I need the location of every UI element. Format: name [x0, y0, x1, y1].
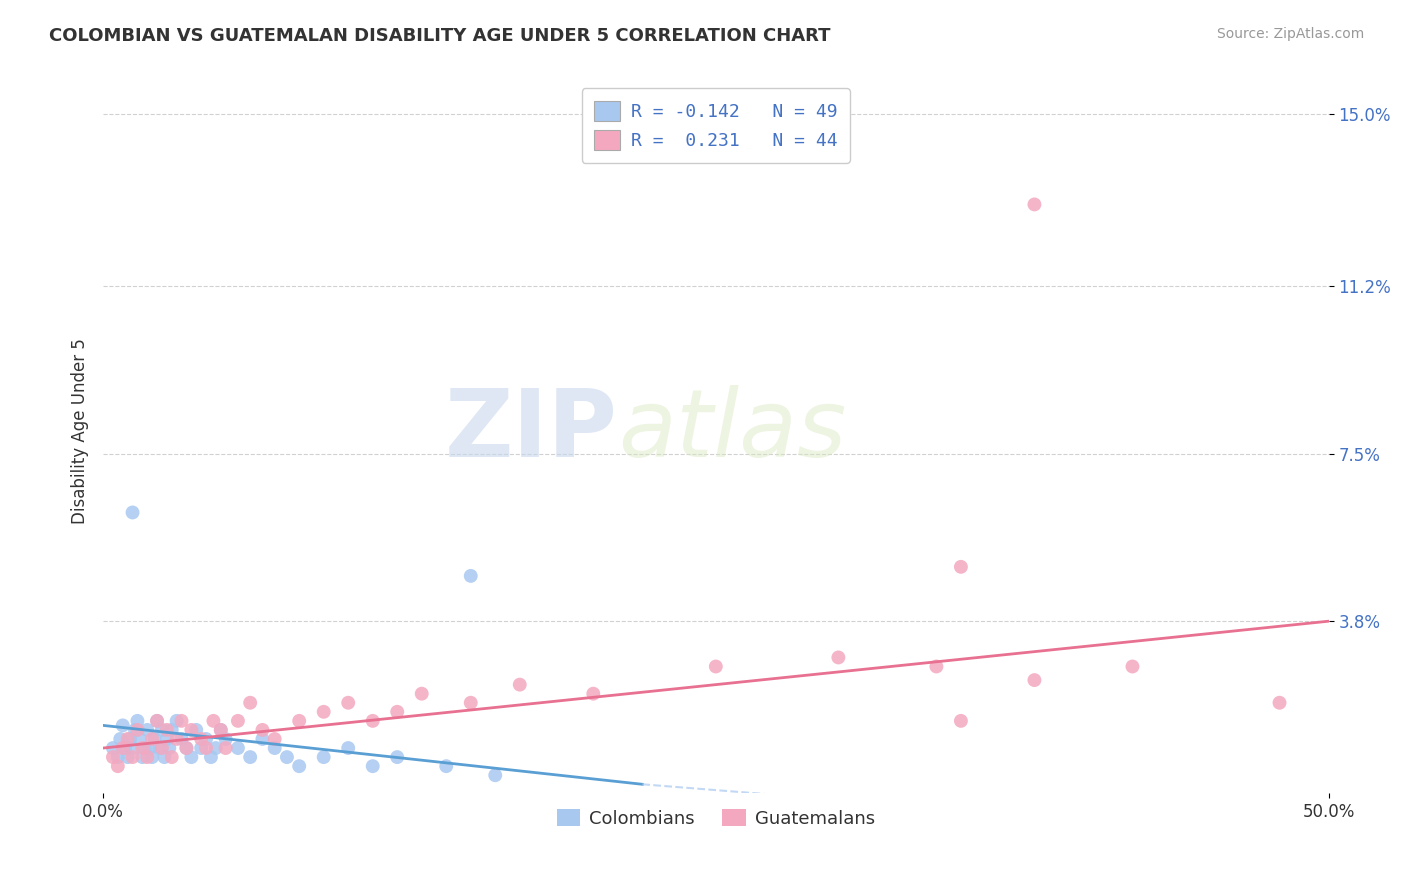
Point — [337, 741, 360, 756]
Text: atlas: atlas — [617, 385, 846, 476]
Point — [337, 696, 360, 710]
Point — [361, 759, 384, 773]
Point — [1121, 659, 1143, 673]
Point — [136, 723, 159, 737]
Point — [186, 723, 208, 737]
Point — [263, 741, 285, 756]
Text: Source: ZipAtlas.com: Source: ZipAtlas.com — [1216, 27, 1364, 41]
Point — [239, 696, 262, 710]
Point — [361, 714, 384, 728]
Point — [170, 714, 193, 728]
Point — [180, 723, 202, 737]
Point — [195, 731, 218, 746]
Point — [1024, 673, 1046, 687]
Point — [288, 714, 311, 728]
Point — [1268, 696, 1291, 710]
Point — [127, 714, 149, 728]
Point — [205, 741, 228, 756]
Point — [141, 750, 163, 764]
Text: COLOMBIAN VS GUATEMALAN DISABILITY AGE UNDER 5 CORRELATION CHART: COLOMBIAN VS GUATEMALAN DISABILITY AGE U… — [49, 27, 831, 45]
Point — [387, 705, 409, 719]
Point — [143, 731, 166, 746]
Point — [411, 687, 433, 701]
Point — [166, 731, 188, 746]
Point — [239, 750, 262, 764]
Point — [949, 559, 972, 574]
Point — [202, 714, 225, 728]
Point — [127, 723, 149, 737]
Point — [460, 696, 482, 710]
Point — [117, 750, 139, 764]
Point — [252, 731, 274, 746]
Point — [150, 741, 173, 756]
Point — [121, 741, 143, 756]
Point — [138, 741, 160, 756]
Y-axis label: Disability Age Under 5: Disability Age Under 5 — [72, 338, 89, 524]
Point — [190, 741, 212, 756]
Point — [131, 750, 153, 764]
Point — [176, 741, 198, 756]
Point — [509, 678, 531, 692]
Point — [134, 741, 156, 756]
Point — [582, 687, 605, 701]
Point — [288, 759, 311, 773]
Point — [226, 741, 249, 756]
Point — [101, 741, 124, 756]
Point — [460, 569, 482, 583]
Point — [101, 750, 124, 764]
Point — [121, 506, 143, 520]
Point — [156, 723, 179, 737]
Point — [827, 650, 849, 665]
Point — [312, 750, 335, 764]
Point — [190, 731, 212, 746]
Point — [128, 731, 150, 746]
Point — [160, 723, 183, 737]
Point — [166, 714, 188, 728]
Point — [141, 731, 163, 746]
Point — [263, 731, 285, 746]
Point — [146, 714, 169, 728]
Point — [111, 718, 134, 732]
Point — [387, 750, 409, 764]
Point — [120, 731, 142, 746]
Point — [215, 731, 238, 746]
Point — [150, 723, 173, 737]
Legend: Colombians, Guatemalans: Colombians, Guatemalans — [550, 802, 882, 835]
Point — [949, 714, 972, 728]
Point — [1024, 197, 1046, 211]
Point — [195, 741, 218, 756]
Point — [107, 759, 129, 773]
Point — [146, 714, 169, 728]
Point — [117, 731, 139, 746]
Point — [157, 741, 180, 756]
Point — [209, 723, 232, 737]
Point — [276, 750, 298, 764]
Point — [160, 750, 183, 764]
Point — [484, 768, 506, 782]
Point — [136, 750, 159, 764]
Point — [111, 741, 134, 756]
Point — [110, 731, 132, 746]
Point — [107, 750, 129, 764]
Point — [124, 723, 146, 737]
Point — [226, 714, 249, 728]
Point — [153, 750, 176, 764]
Point — [170, 731, 193, 746]
Point — [200, 750, 222, 764]
Point — [252, 723, 274, 737]
Point — [121, 750, 143, 764]
Point — [704, 659, 727, 673]
Point — [148, 741, 170, 756]
Text: ZIP: ZIP — [444, 385, 617, 477]
Point — [215, 741, 238, 756]
Point — [131, 741, 153, 756]
Point — [156, 731, 179, 746]
Point — [176, 741, 198, 756]
Point — [180, 750, 202, 764]
Point — [434, 759, 457, 773]
Point — [114, 741, 136, 756]
Point — [209, 723, 232, 737]
Point — [312, 705, 335, 719]
Point — [925, 659, 948, 673]
